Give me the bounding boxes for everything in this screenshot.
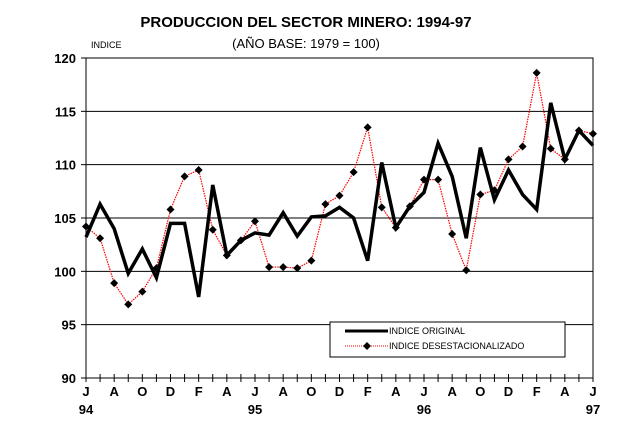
chart-subtitle: (AÑO BASE: 1979 = 100)	[232, 36, 380, 51]
data-point-deseasonalized	[110, 279, 119, 288]
x-tick-label: A	[109, 384, 119, 399]
y-tick-label: 110	[55, 158, 76, 173]
x-tick-label: J	[251, 384, 258, 399]
x-tick-label: D	[335, 384, 344, 399]
data-point-deseasonalized	[124, 300, 133, 309]
legend-marker-deseasonalized	[363, 342, 371, 350]
legend-label-deseasonalized: INDICE DESESTACIONALIZADO	[389, 341, 524, 351]
x-tick-label: D	[504, 384, 513, 399]
legend-box	[329, 321, 566, 358]
x-tick-label: O	[306, 384, 316, 399]
plot-border	[85, 57, 594, 379]
x-tick-label: J	[420, 384, 427, 399]
legend: INDICE ORIGINAL INDICE DESESTACIONALIZAD…	[329, 321, 566, 358]
series-lines	[84, 72, 595, 306]
data-point-deseasonalized	[251, 217, 259, 226]
y-axis-ticks: 90 95 100 105 110 115 120	[54, 51, 86, 386]
y-tick-label: 100	[54, 264, 76, 279]
x-axis-ticks: J 94 A O D F A J 95 A O D F A J 96 A O D F A J 97	[79, 374, 600, 417]
series-line-original	[84, 102, 595, 298]
x-year-label: 95	[248, 402, 262, 417]
x-tick-label: D	[166, 384, 175, 399]
data-point-deseasonalized	[222, 251, 231, 260]
x-tick-label: A	[278, 384, 288, 399]
data-point-deseasonalized	[532, 68, 541, 77]
x-tick-label: O	[137, 384, 147, 399]
x-tick-label: A	[391, 384, 401, 399]
data-point-deseasonalized	[476, 190, 485, 199]
data-point-deseasonalized	[574, 126, 583, 135]
data-point-deseasonalized	[560, 155, 569, 164]
x-year-label: 94	[79, 402, 94, 417]
data-point-deseasonalized	[166, 205, 175, 214]
data-point-deseasonalized	[293, 264, 302, 273]
data-point-deseasonalized	[335, 191, 344, 200]
data-point-deseasonalized	[96, 234, 105, 243]
data-point-deseasonalized	[518, 142, 527, 151]
data-point-deseasonalized	[420, 175, 428, 184]
x-tick-label: J	[589, 384, 596, 399]
y-tick-label: 95	[62, 318, 76, 333]
x-year-label: 97	[586, 402, 600, 417]
y-tick-label: 90	[62, 371, 76, 386]
series-markers	[82, 68, 597, 309]
data-point-deseasonalized	[180, 172, 189, 181]
data-point-deseasonalized	[321, 200, 330, 209]
chart-title: PRODUCCION DEL SECTOR MINERO: 1994-97	[140, 14, 472, 31]
data-point-deseasonalized	[504, 155, 513, 164]
data-point-deseasonalized	[462, 266, 471, 275]
x-tick-label: A	[222, 384, 232, 399]
x-year-label: 96	[417, 402, 431, 417]
data-point-deseasonalized	[363, 123, 372, 132]
x-tick-label: A	[560, 384, 570, 399]
x-tick-label: F	[364, 384, 372, 399]
data-point-deseasonalized	[152, 264, 161, 273]
x-tick-label: F	[533, 384, 541, 399]
x-tick-label: O	[475, 384, 485, 399]
series-line-deseasonalized	[85, 72, 594, 306]
data-point-deseasonalized	[434, 175, 443, 184]
x-tick-label: F	[195, 384, 203, 399]
data-point-deseasonalized	[236, 236, 245, 245]
data-point-deseasonalized	[265, 263, 274, 272]
data-point-deseasonalized	[279, 263, 288, 272]
data-point-deseasonalized	[448, 230, 457, 238]
data-point-deseasonalized	[194, 166, 203, 174]
data-point-deseasonalized	[490, 186, 499, 195]
data-point-deseasonalized	[546, 144, 555, 153]
data-point-deseasonalized	[138, 287, 147, 296]
y-tick-label: 105	[54, 211, 76, 226]
data-point-deseasonalized	[391, 223, 400, 232]
data-point-deseasonalized	[405, 202, 414, 211]
y-tick-label: 120	[54, 51, 76, 66]
x-tick-label: J	[82, 384, 89, 399]
data-point-deseasonalized	[377, 203, 386, 212]
y-axis-label: INDICE	[91, 40, 122, 50]
x-tick-label: A	[447, 384, 457, 399]
y-tick-label: 115	[55, 104, 76, 119]
data-point-deseasonalized	[208, 225, 217, 234]
data-point-deseasonalized	[349, 168, 358, 177]
data-point-deseasonalized	[307, 256, 316, 265]
legend-label-original: INDICE ORIGINAL	[389, 326, 465, 336]
